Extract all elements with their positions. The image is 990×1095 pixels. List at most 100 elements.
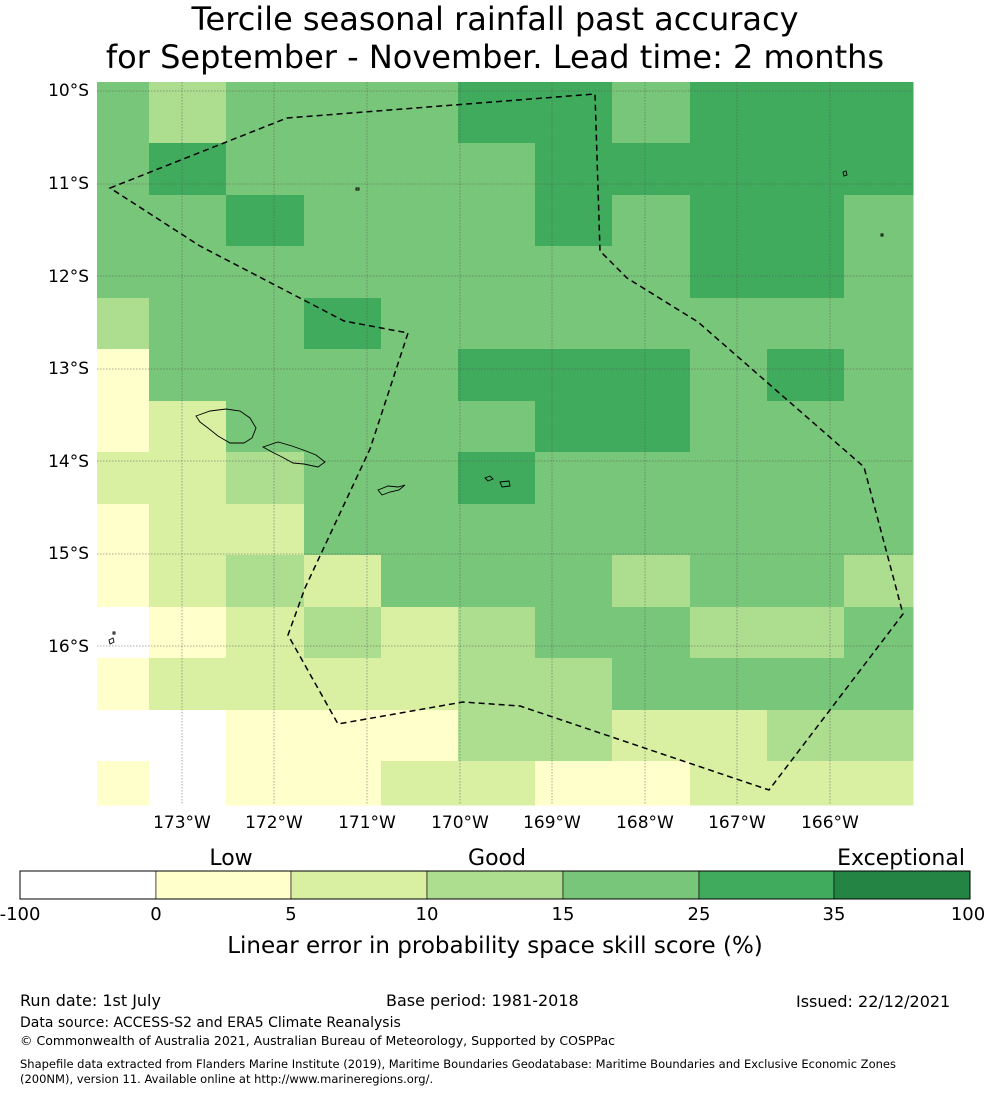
grid-cell: [381, 401, 459, 453]
grid-cell: [381, 658, 459, 711]
grid-cell: [381, 761, 459, 806]
grid-cell: [690, 555, 768, 608]
colorbar-axis-label: Linear error in probability space skill …: [227, 933, 763, 959]
grid-cell: [767, 710, 845, 762]
grid-cell: [767, 504, 845, 556]
grid-cell: [612, 504, 691, 556]
grid-cell: [226, 298, 305, 350]
grid-cell: [690, 452, 768, 505]
grid-cell: [458, 658, 536, 711]
grid-cell: [844, 401, 914, 453]
lat-label: 11°S: [48, 174, 89, 194]
colorbar-tick: -100: [0, 904, 40, 925]
island-islet-a: [842, 170, 848, 177]
grid-cell: [304, 658, 382, 711]
grid-cell: [149, 401, 227, 453]
lat-axis: 10°S 11°S 12°S 13°S 14°S 15°S 16°S: [48, 81, 89, 657]
grid-cell: [149, 710, 227, 762]
grid-cell: [97, 82, 150, 144]
grid-cell: [535, 143, 613, 196]
grid-cell: [767, 761, 845, 806]
colorbar-tick: 10: [416, 904, 439, 925]
lat-label: 13°S: [48, 359, 89, 379]
colorbar-tick: 15: [552, 904, 575, 925]
lon-label: 173°W: [153, 813, 211, 833]
grid-cell: [304, 710, 382, 762]
grid-cell: [844, 555, 914, 608]
grid-cell: [535, 504, 613, 556]
lon-axis: 173°W 172°W 171°W 170°W 169°W 168°W 167°…: [153, 813, 859, 833]
grid-cell: [97, 658, 150, 711]
colorbar-tick: 0: [150, 904, 161, 925]
grid-cell: [535, 246, 613, 299]
grid-cell: [690, 504, 768, 556]
grid-cell: [226, 761, 305, 806]
grid-cell: [535, 452, 613, 505]
grid-cell: [535, 761, 613, 806]
grid-cell: [304, 504, 382, 556]
grid-cell: [149, 607, 227, 659]
colorbar-outline: [19, 870, 971, 900]
grid-cell: [381, 452, 459, 505]
grid-cell: [304, 555, 382, 608]
grid-cell: [612, 349, 691, 402]
shapefile-credit-line-1: Shapefile data extracted from Flanders M…: [20, 1057, 896, 1071]
grid-cell: [97, 710, 150, 762]
island-islet-d: [112, 631, 116, 635]
grid-cell: [381, 555, 459, 608]
grid-cell: [226, 607, 305, 659]
grid-cell: [535, 195, 613, 247]
grid-cell: [535, 607, 613, 659]
grid-cell: [844, 298, 914, 350]
grid-cell: [226, 349, 305, 402]
grid-cell: [304, 452, 382, 505]
grid-cell: [844, 504, 914, 556]
lon-label: 171°W: [338, 813, 396, 833]
grid-cell: [304, 607, 382, 659]
grid-cell: [458, 246, 536, 299]
shapefile-credit-line-2: (200NM), version 11. Available online at…: [20, 1072, 434, 1086]
lat-label: 15°S: [48, 544, 89, 564]
grid-cell: [844, 349, 914, 402]
lat-label: 12°S: [48, 267, 89, 287]
grid-cell: [226, 452, 305, 505]
grid-cell: [149, 195, 227, 247]
grid-cell: [381, 710, 459, 762]
grid-cell: [149, 555, 227, 608]
colorbar-tick: 100: [951, 904, 985, 925]
island-tau: [499, 480, 511, 488]
grid-cell: [226, 658, 305, 711]
grid-cell: [535, 82, 613, 144]
grid-cell: [844, 143, 914, 196]
grid-cell: [149, 349, 227, 402]
lon-label: 166°W: [801, 813, 859, 833]
map-gridlines: [97, 82, 913, 805]
island-islet-c: [108, 637, 115, 645]
colorbar-tick: 25: [688, 904, 711, 925]
grid-cell: [149, 658, 227, 711]
grid-cell: [535, 349, 613, 402]
lon-label: 168°W: [616, 813, 674, 833]
grid-cell: [535, 710, 613, 762]
lon-label: 169°W: [523, 813, 581, 833]
title-line-1: Tercile seasonal rainfall past accuracy: [191, 0, 799, 38]
grid-cell: [844, 82, 914, 144]
grid-cell: [381, 607, 459, 659]
base-period: Base period: 1981-2018: [386, 991, 579, 1010]
colorbar-segment: [290, 870, 428, 900]
grid-cell: [381, 246, 459, 299]
grid-cell: [226, 555, 305, 608]
grid-cell: [226, 710, 305, 762]
grid-cell: [458, 195, 536, 247]
grid-cell: [381, 349, 459, 402]
colorbar: Low Good Exceptional -100 0 5 10 15 25 3…: [0, 846, 985, 959]
colorbar-category-exceptional: Exceptional: [837, 846, 965, 871]
grid-cell: [458, 143, 536, 196]
grid-cell: [97, 349, 150, 402]
grid-cell: [149, 452, 227, 505]
grid-cell: [381, 195, 459, 247]
grid-cell: [97, 607, 150, 659]
grid-cell: [844, 246, 914, 299]
lat-label: 16°S: [48, 637, 89, 657]
grid-cell: [844, 658, 914, 711]
